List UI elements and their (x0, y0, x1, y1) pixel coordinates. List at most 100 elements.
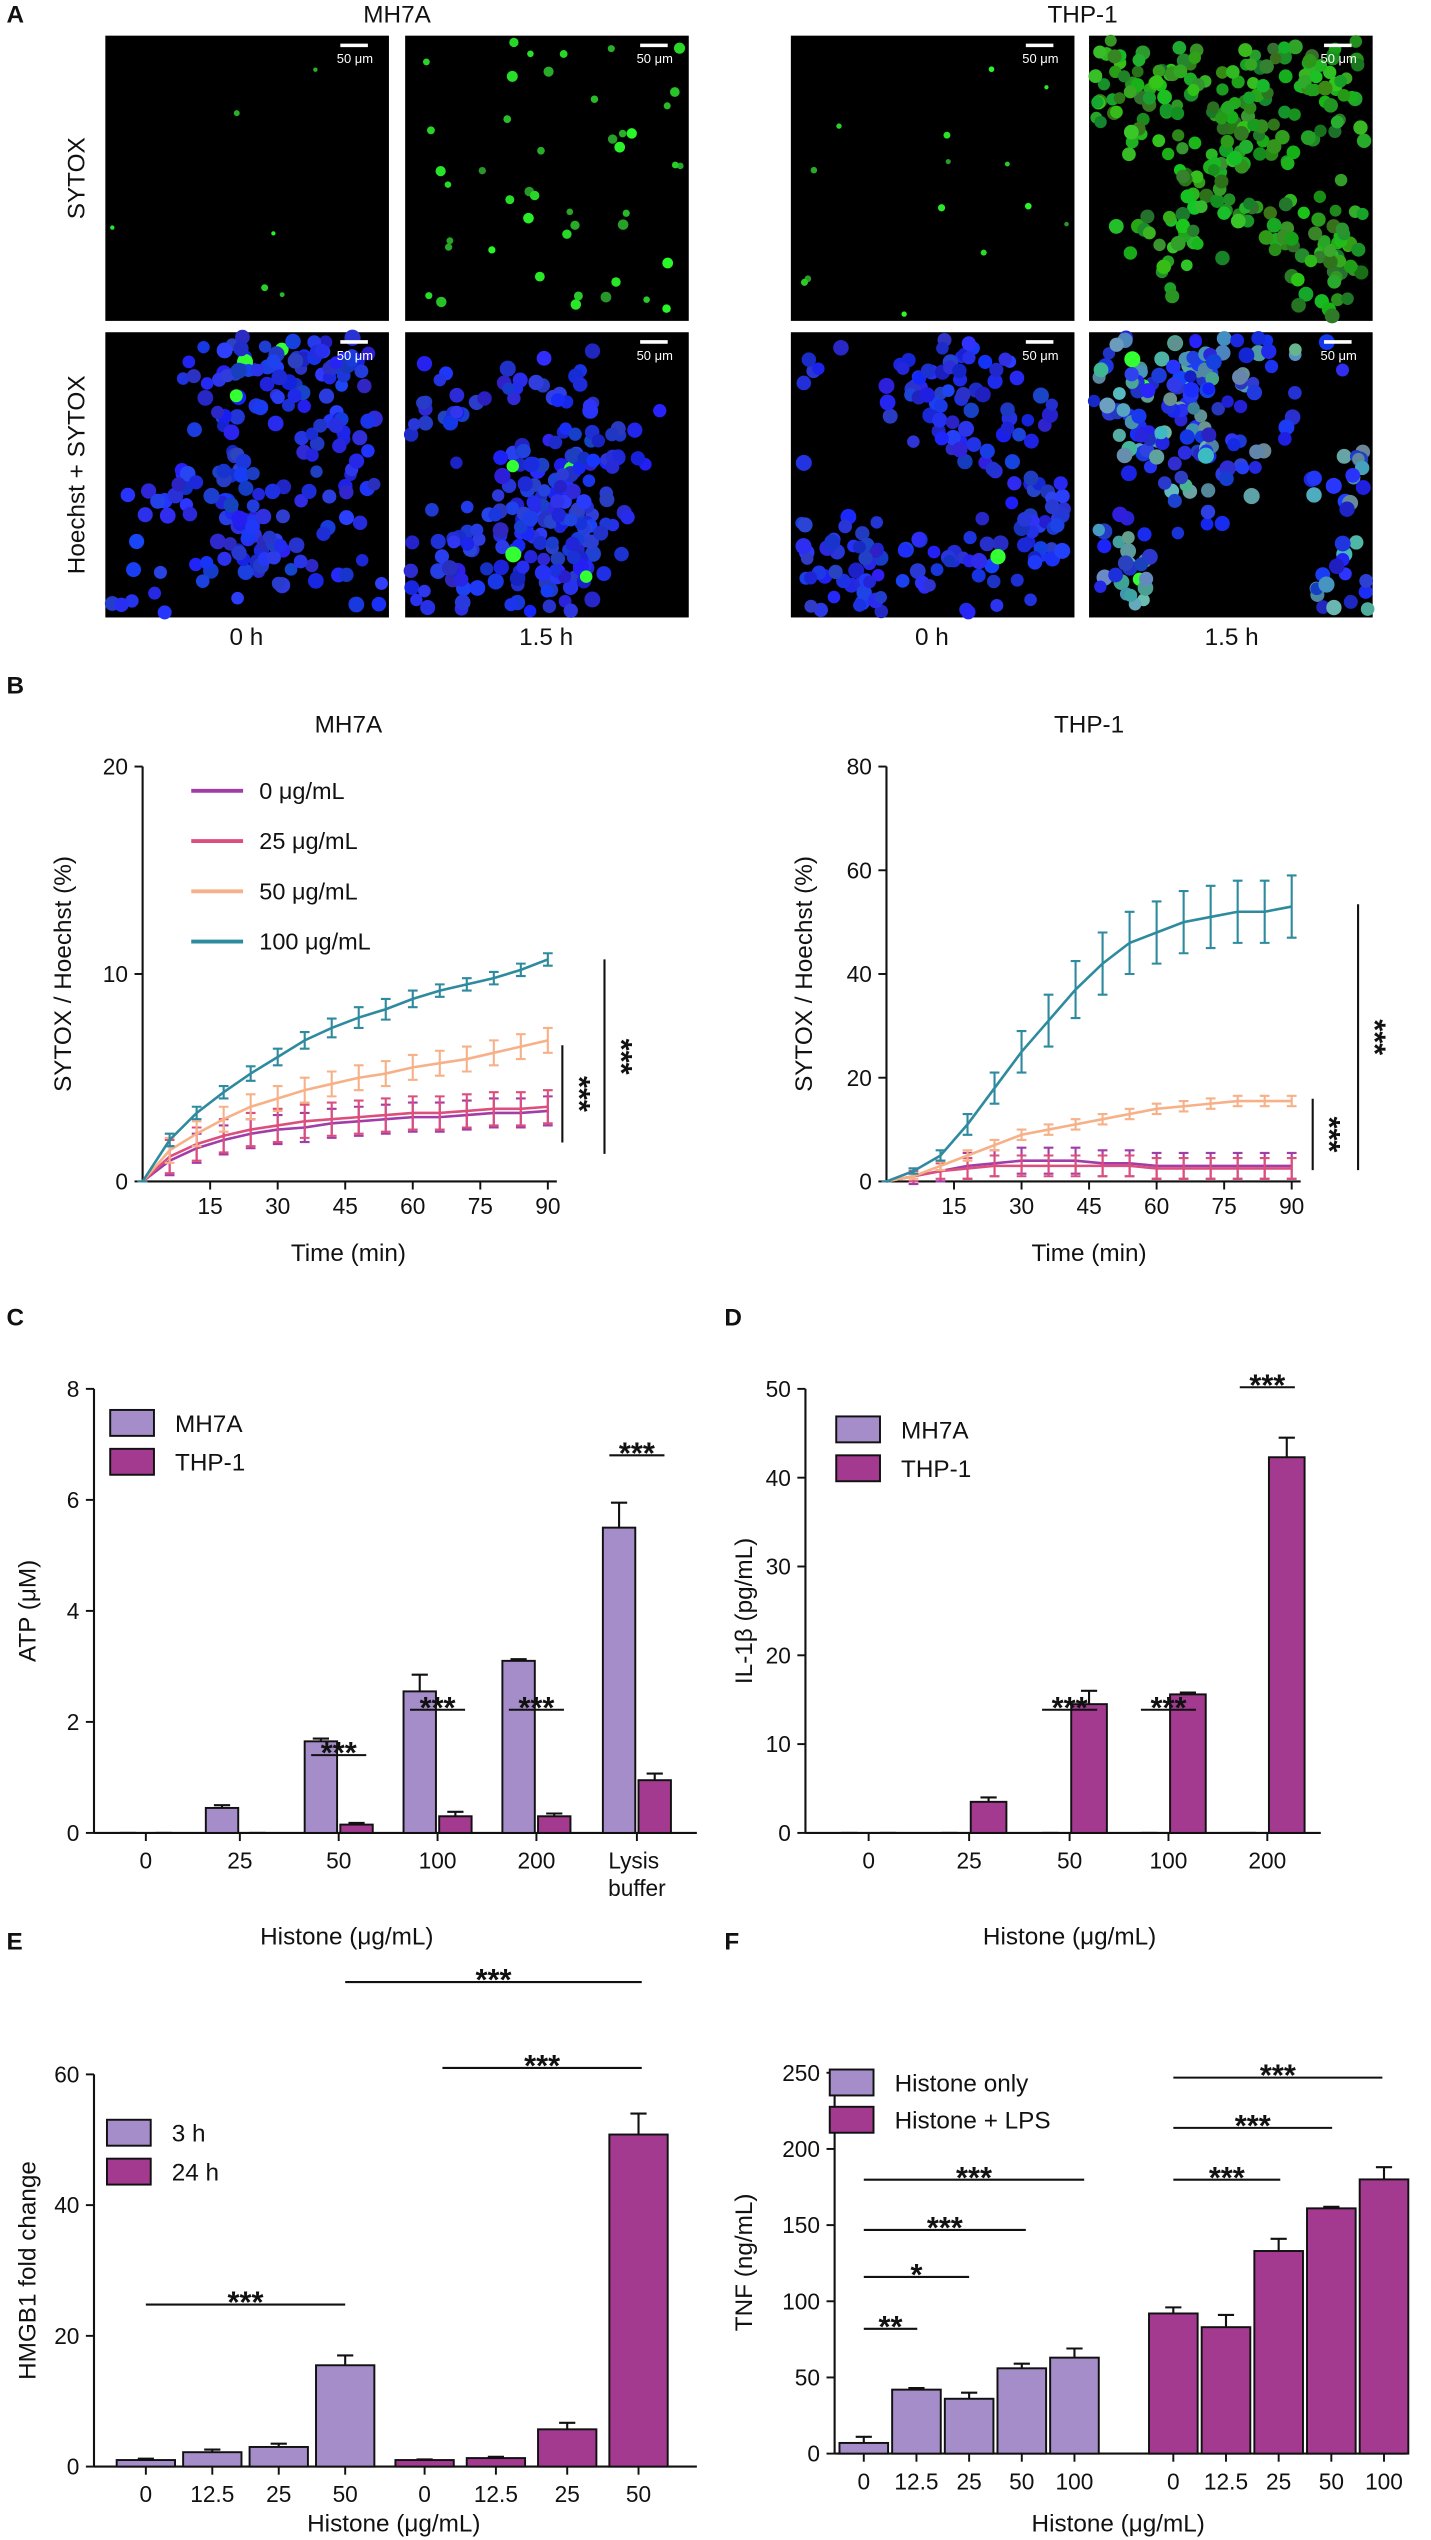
cell (231, 591, 244, 605)
significance-label: *** (524, 2048, 560, 2083)
error-bar (1286, 874, 1297, 939)
cell (375, 576, 388, 590)
cell (1112, 387, 1126, 400)
panel-label: B (6, 673, 24, 700)
cell (863, 575, 877, 589)
cell (985, 461, 1001, 477)
cell (1278, 419, 1295, 436)
cell (1325, 477, 1342, 494)
error-bar (630, 2112, 647, 2135)
cell (1168, 336, 1183, 351)
cell (176, 372, 190, 385)
cell (444, 243, 453, 251)
cell (1284, 231, 1299, 246)
cell (1159, 103, 1174, 117)
y-tick-label: 40 (847, 961, 872, 987)
cell (1097, 78, 1111, 91)
cell (542, 599, 557, 614)
cell (1249, 49, 1262, 62)
error-bar (1066, 2347, 1083, 2358)
cell (469, 580, 486, 596)
cell (1290, 272, 1305, 287)
cell (1109, 337, 1124, 352)
legend-label: 50 μg/mL (259, 878, 357, 904)
cell (795, 454, 812, 471)
cell (355, 554, 369, 567)
cell (279, 292, 285, 298)
cell (251, 363, 264, 377)
cell (1298, 286, 1314, 302)
cell (491, 489, 505, 502)
cell (120, 487, 136, 503)
cell (971, 568, 986, 583)
cell (1142, 226, 1156, 240)
cell (559, 50, 568, 58)
y-axis-label: SYTOX / Hoechst (%) (50, 856, 77, 1092)
x-tick-label: 25 (227, 1848, 252, 1874)
y-tick-label: 60 (847, 857, 872, 883)
cell (987, 574, 1001, 589)
cell (1188, 51, 1201, 64)
cell (800, 552, 814, 565)
cell (607, 45, 615, 53)
cell (1150, 75, 1164, 89)
significance-label: *** (927, 2210, 963, 2245)
cell (305, 448, 319, 462)
x-tick-label: 0 (140, 2481, 153, 2507)
cell (1336, 448, 1352, 464)
cell (1216, 121, 1230, 135)
cell (313, 67, 318, 72)
cell (322, 489, 337, 504)
cell (800, 278, 809, 286)
cell (1153, 238, 1166, 252)
cell (1311, 212, 1326, 227)
cell (945, 429, 961, 446)
cell (352, 515, 368, 531)
scale-bar-label: 50 μm (1320, 51, 1356, 66)
cell (978, 354, 993, 369)
cell (477, 391, 492, 406)
cell (309, 436, 325, 452)
cell (505, 501, 520, 516)
cell (182, 506, 198, 522)
cell (271, 231, 276, 236)
cell (574, 517, 588, 531)
cell (410, 593, 423, 607)
cell (516, 443, 531, 458)
cell (153, 565, 167, 579)
cell (332, 438, 347, 454)
cell (1259, 59, 1274, 74)
y-tick-label: 50 (766, 1376, 791, 1402)
cell (1253, 147, 1267, 161)
cell (558, 570, 572, 584)
y-axis-label: ATP (μM) (15, 1560, 42, 1662)
cell (1134, 557, 1149, 572)
significance-label: *** (1052, 1690, 1088, 1725)
cell (653, 404, 667, 418)
cell (1214, 174, 1229, 189)
cell (878, 377, 895, 394)
cell (1124, 351, 1141, 368)
error-bar (1270, 2237, 1287, 2252)
x-tick-label: 0 (418, 2481, 431, 2507)
x-tick-label: 30 (265, 1193, 290, 1219)
cell (937, 204, 946, 212)
cell (229, 389, 243, 403)
cell (591, 434, 606, 448)
y-tick-label: 10 (766, 1731, 791, 1757)
x-tick-label: 15 (941, 1193, 966, 1219)
cell (339, 567, 354, 583)
cell (836, 123, 842, 129)
cell (1267, 118, 1280, 131)
significance-label: *** (604, 1039, 639, 1075)
cell (1216, 83, 1229, 96)
cell (1154, 426, 1168, 440)
row-label: Hoechst + SYTOX (63, 375, 90, 574)
cell (1142, 91, 1156, 105)
cell (934, 399, 948, 413)
significance-label: *** (228, 2285, 264, 2320)
series-line (886, 905, 1292, 1183)
cell (572, 377, 588, 392)
cell (271, 576, 286, 591)
cell (1302, 53, 1317, 68)
